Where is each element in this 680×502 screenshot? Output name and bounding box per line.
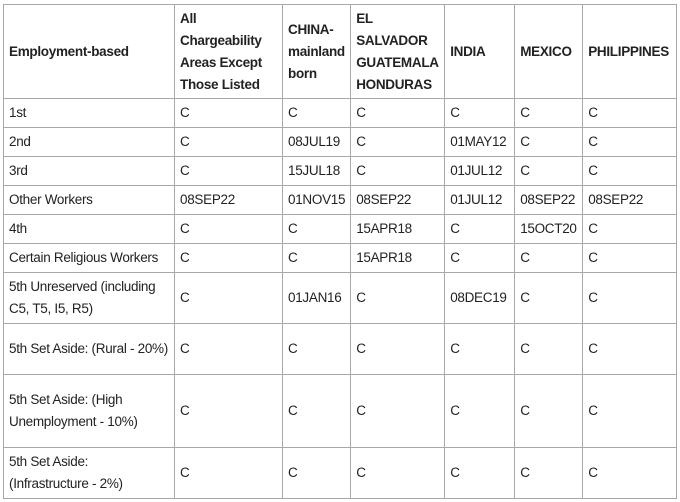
table-row: 5th Set Aside: (Rural - 20%) C C C C C C <box>3 323 678 375</box>
cell-philippines: C <box>582 98 678 128</box>
cell-india: C <box>444 243 516 273</box>
cell-philippines: C <box>582 214 678 244</box>
header-row: Employment-based All Chargeability Areas … <box>3 4 678 99</box>
cell-china: 01NOV15 <box>281 185 352 215</box>
cell-all-chargeability: 08SEP22 <box>174 185 283 215</box>
table-row: 3rd C 15JUL18 C 01JUL12 C C <box>3 156 678 186</box>
column-header-all-chargeability: All Chargeability Areas Except Those Lis… <box>174 4 283 99</box>
cell-el-salvador-guatemala-honduras: C <box>350 98 446 128</box>
cell-all-chargeability: C <box>174 272 283 324</box>
table-row: 2nd C 08JUL19 C 01MAY12 C C <box>3 127 678 157</box>
cell-china: 01JAN16 <box>281 272 352 324</box>
cell-philippines: C <box>582 243 678 273</box>
row-label: 5th Unreserved (including C5, T5, I5, R5… <box>3 272 175 324</box>
cell-mexico: C <box>514 243 584 273</box>
cell-india: 01JUL12 <box>444 156 516 186</box>
cell-all-chargeability: C <box>174 447 283 499</box>
cell-el-salvador-guatemala-honduras: C <box>350 323 446 375</box>
row-label: 2nd <box>3 127 175 157</box>
table-row: 5th Set Aside: (High Unemployment - 10%)… <box>3 374 678 448</box>
cell-india: 08DEC19 <box>444 272 516 324</box>
cell-mexico: C <box>514 127 584 157</box>
row-label: Certain Religious Workers <box>3 243 175 273</box>
cell-india: C <box>444 98 516 128</box>
cell-india: 01MAY12 <box>444 127 516 157</box>
cell-all-chargeability: C <box>174 156 283 186</box>
cell-india: 01JUL12 <box>444 185 516 215</box>
row-label: 1st <box>3 98 175 128</box>
row-label: 4th <box>3 214 175 244</box>
cell-philippines: C <box>582 374 678 448</box>
cell-china: 08JUL19 <box>281 127 352 157</box>
cell-mexico: C <box>514 447 584 499</box>
cell-china: C <box>281 374 352 448</box>
cell-india: C <box>444 323 516 375</box>
cell-philippines: C <box>582 447 678 499</box>
cell-el-salvador-guatemala-honduras: C <box>350 272 446 324</box>
cell-india: C <box>444 374 516 448</box>
cell-india: C <box>444 447 516 499</box>
cell-philippines: C <box>582 156 678 186</box>
cell-mexico: C <box>514 156 584 186</box>
cell-mexico: 15OCT20 <box>514 214 584 244</box>
table-row: Other Workers 08SEP22 01NOV15 08SEP22 01JUL1… <box>3 185 678 215</box>
row-label: 3rd <box>3 156 175 186</box>
cell-el-salvador-guatemala-honduras: C <box>350 156 446 186</box>
row-label: 5th Set Aside: (High Unemployment - 10%) <box>3 374 175 448</box>
cell-el-salvador-guatemala-honduras: 15APR18 <box>350 214 446 244</box>
cell-el-salvador-guatemala-honduras: C <box>350 374 446 448</box>
cell-mexico: C <box>514 98 584 128</box>
cell-el-salvador-guatemala-honduras: 15APR18 <box>350 243 446 273</box>
table-row: Certain Religious Workers C C 15APR18 C C C <box>3 243 678 273</box>
cell-mexico: C <box>514 323 584 375</box>
column-header-philippines: PHILIPPINES <box>582 4 678 99</box>
table-row: 5th Set Aside: (Infrastructure - 2%) C C C C… <box>3 447 678 499</box>
cell-mexico: C <box>514 272 584 324</box>
table-row: 5th Unreserved (including C5, T5, I5, R5… <box>3 272 678 324</box>
row-label: Other Workers <box>3 185 175 215</box>
cell-china: C <box>281 98 352 128</box>
row-label: 5th Set Aside: (Rural - 20%) <box>3 323 175 375</box>
column-header-el-salvador-guatemala-honduras: EL SALVADOR GUATEMALA HONDURAS <box>350 4 446 99</box>
cell-el-salvador-guatemala-honduras: C <box>350 447 446 499</box>
cell-china: C <box>281 447 352 499</box>
cell-el-salvador-guatemala-honduras: 08SEP22 <box>350 185 446 215</box>
cell-all-chargeability: C <box>174 127 283 157</box>
column-header-mexico: MEXICO <box>514 4 584 99</box>
cell-philippines: 08SEP22 <box>582 185 678 215</box>
cell-all-chargeability: C <box>174 243 283 273</box>
row-label: 5th Set Aside: (Infrastructure - 2%) <box>3 447 175 499</box>
table-row: 1st C C C C C C <box>3 98 678 128</box>
cell-india: C <box>444 214 516 244</box>
cell-china: 15JUL18 <box>281 156 352 186</box>
cell-china: C <box>281 243 352 273</box>
visa-bulletin-table: Employment-based All Chargeability Areas … <box>3 4 678 499</box>
cell-china: C <box>281 214 352 244</box>
cell-all-chargeability: C <box>174 374 283 448</box>
cell-mexico: C <box>514 374 584 448</box>
cell-all-chargeability: C <box>174 98 283 128</box>
cell-china: C <box>281 323 352 375</box>
column-header-china: CHINA-mainland born <box>281 4 352 99</box>
cell-philippines: C <box>582 323 678 375</box>
table-row: 4th C C 15APR18 C 15OCT20 C <box>3 214 678 244</box>
column-header-india: INDIA <box>444 4 516 99</box>
cell-all-chargeability: C <box>174 214 283 244</box>
cell-all-chargeability: C <box>174 323 283 375</box>
cell-philippines: C <box>582 127 678 157</box>
cell-el-salvador-guatemala-honduras: C <box>350 127 446 157</box>
column-header-employment-based: Employment-based <box>3 4 175 99</box>
cell-philippines: C <box>582 272 678 324</box>
cell-mexico: 08SEP22 <box>514 185 584 215</box>
